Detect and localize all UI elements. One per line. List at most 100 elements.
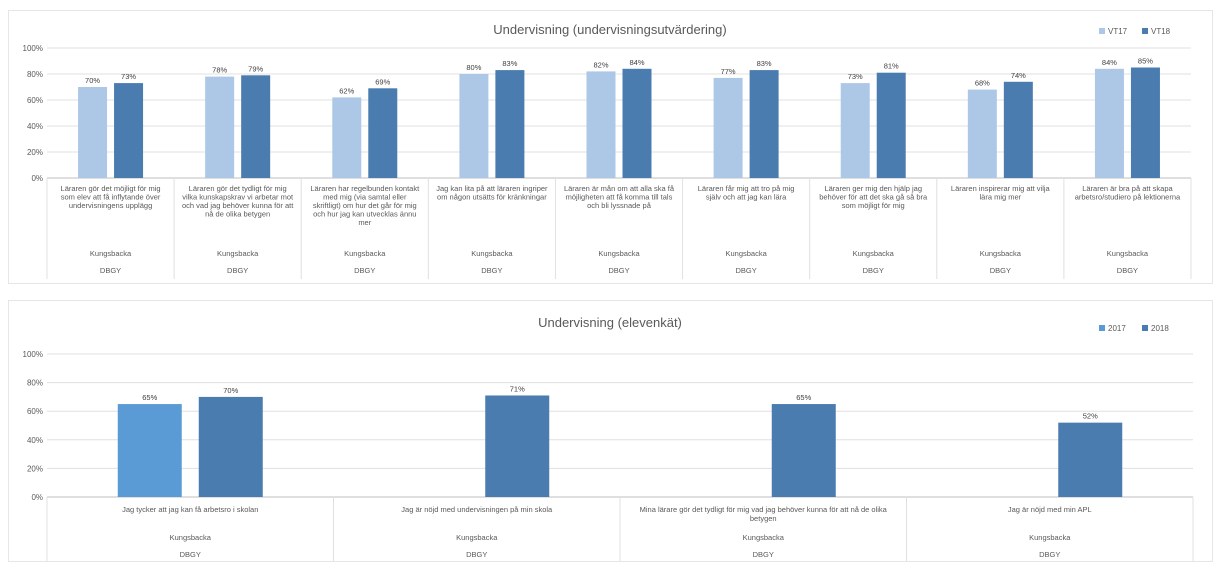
group-label-school: DBGY [1039,550,1060,559]
bar-VT18-3 [368,88,398,178]
category-label: skriftligt) om hur det går för mig [313,201,417,210]
data-label-VT17-3: 62% [339,86,354,95]
category-label: betygen [750,514,777,523]
category-label: själv och att jag kan lära [706,193,787,202]
bar-VT18-6 [749,70,779,178]
group-label-school: DBGY [990,266,1011,275]
category-label: Läraren har regelbunden kontakt [310,184,420,193]
bar-VT18-4 [495,70,525,178]
bar-VT17-7 [840,83,870,178]
group-label-school: DBGY [1117,266,1138,275]
legend-swatch-VT18 [1142,28,1148,34]
group-label-school: DBGY [354,266,375,275]
legend-swatch-2017 [1099,325,1105,331]
category-label: Läraren är mån om att alla ska få [564,184,675,193]
category-label: Läraren gör det möjligt för mig [61,184,161,193]
data-label-VT17-7: 73% [848,72,863,81]
chart-panel-undervisningsutvardering: Undervisning (undervisningsutvärdering) V… [8,10,1213,284]
bar-VT17-9 [1094,68,1124,178]
category-label: arbetsro/studiero på lektionerna [1075,193,1181,202]
bar-chart-undervisningsutvardering: Undervisning (undervisningsutvärdering) V… [23,22,1192,279]
y-tick-label: 100% [23,350,43,359]
group-label-municipality: Kungsbacka [853,249,895,258]
bar-VT18-2 [241,75,271,178]
data-label-VT18-6: 83% [757,59,772,68]
category-label: lära mig mer [979,193,1021,202]
category-label: Jag är nöjd med min APL [1008,505,1092,514]
category-label: och hur jag kan utvecklas ännu [313,210,416,219]
chart-title: Undervisning (elevenkät) [538,315,682,330]
group-label-municipality: Kungsbacka [217,249,259,258]
group-label-municipality: Kungsbacka [344,249,386,258]
data-label-VT18-5: 84% [629,58,644,67]
group-label-municipality: Kungsbacka [1107,249,1149,258]
y-tick-label: 0% [31,174,43,183]
category-label: mer [358,218,371,227]
data-label-VT17-5: 82% [593,60,608,69]
bar-VT17-2 [205,76,235,178]
bar-VT18-1 [114,83,144,178]
bar-VT17-5 [586,71,616,178]
category-label: Jag tycker att jag kan få arbetsro i sko… [122,505,258,514]
category-label: med mig (via samtal eller [323,193,407,202]
y-tick-label: 40% [27,122,43,131]
category-label: som elev att få inflytande över [61,193,161,202]
category-label: behöver för att det ska gå så bra [819,193,928,202]
category-label: undervisningens upplägg [69,201,152,210]
category-label: Jag kan lita på att läraren ingriper [436,184,548,193]
data-label-VT18-2: 79% [248,64,263,73]
chart-panel-elevenkat: Undervisning (elevenkät) 2017 2018 0% 20% 40%… [8,300,1213,562]
category-label: som möjligt för mig [842,201,905,210]
category-label: och vad jag behöver kunna för att [182,201,294,210]
data-label-VT18-3: 69% [375,77,390,86]
category-label: nå de olika betygen [205,210,270,219]
category-label: om någon utsätts för kränkningar [437,193,547,202]
group-label-municipality: Kungsbacka [471,249,513,258]
group-label-school: DBGY [180,550,201,559]
data-label-VT18-8: 74% [1011,71,1026,80]
data-label-VT18-9: 85% [1138,57,1153,66]
bar-2018-1 [198,396,263,497]
category-label: Mina lärare gör det tydligt för mig vad … [640,505,888,514]
legend-swatch-2018 [1142,325,1148,331]
data-label-VT17-8: 68% [975,79,990,88]
category-label: och bli lyssnade på [587,201,652,210]
group-label-school: DBGY [466,550,487,559]
legend-label-VT17: VT17 [1108,27,1128,36]
legend-label-2017: 2017 [1108,324,1126,333]
bar-VT18-7 [876,72,906,178]
group-label-municipality: Kungsbacka [1029,533,1071,542]
y-tick-label: 40% [27,436,43,445]
data-label-2017-1: 65% [142,393,157,402]
category-label: möjligheten att få komma till tals [566,193,673,202]
data-label-VT17-9: 84% [1102,58,1117,67]
bar-VT18-9 [1130,67,1160,178]
category-label: Jag är nöjd med undervisningen på min sk… [401,505,553,514]
bar-chart-elevenkat: Undervisning (elevenkät) 2017 2018 0% 20% 40%… [23,315,1194,561]
group-label-municipality: Kungsbacka [743,533,785,542]
group-label-municipality: Kungsbacka [90,249,132,258]
category-label: Läraren får mig att tro på mig [698,184,795,193]
data-label-VT18-1: 73% [121,72,136,81]
group-label-school: DBGY [100,266,121,275]
category-label: Läraren är bra på att skapa [1082,184,1173,193]
data-label-VT18-4: 83% [502,59,517,68]
data-label-VT17-4: 80% [466,63,481,72]
group-label-school: DBGY [753,550,774,559]
bar-VT18-8 [1003,81,1033,178]
legend-swatch-VT17 [1099,28,1105,34]
group-label-school: DBGY [863,266,884,275]
data-label-2018-1: 70% [223,386,238,395]
group-label-school: DBGY [481,266,502,275]
group-label-school: DBGY [608,266,629,275]
bar-VT17-3 [332,97,362,178]
y-tick-label: 0% [31,493,43,502]
category-label: vilka kunskapskrav vi arbetar mot [182,193,294,202]
y-tick-label: 80% [27,379,43,388]
bar-2018-3 [771,404,836,497]
data-label-2018-2: 71% [510,384,525,393]
bar-VT17-8 [967,89,997,178]
data-label-VT17-6: 77% [721,67,736,76]
bar-2017-1 [117,404,182,497]
data-label-2018-3: 65% [796,393,811,402]
